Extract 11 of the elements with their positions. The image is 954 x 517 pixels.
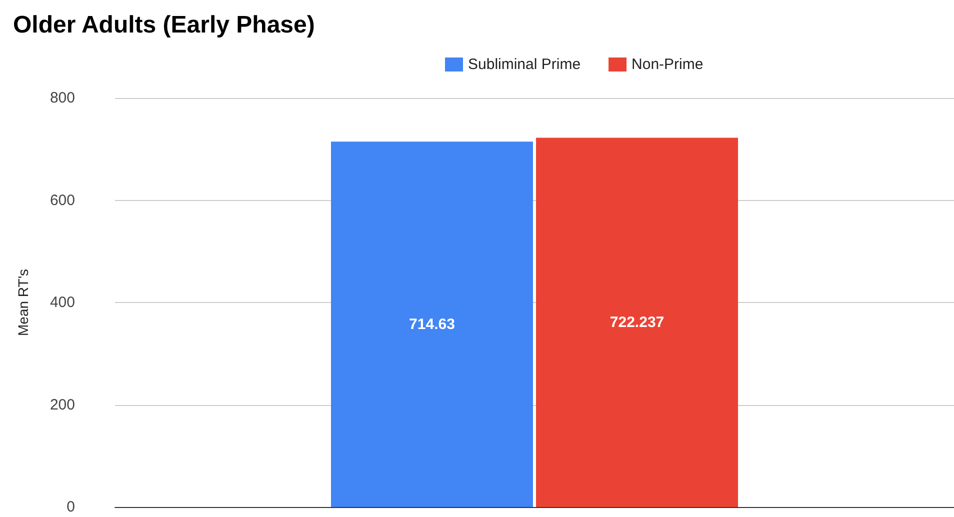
chart-title: Older Adults (Early Phase) — [13, 12, 315, 38]
legend-label: Non-Prime — [632, 56, 704, 73]
data-label: 714.63 — [409, 316, 455, 333]
data-label: 722.237 — [610, 314, 664, 331]
legend-label: Subliminal Prime — [468, 56, 581, 73]
y-tick-label: 400 — [50, 294, 75, 311]
y-axis-title: Mean RT's — [15, 269, 31, 336]
y-tick-label: 600 — [50, 192, 75, 209]
y-tick-label: 200 — [50, 396, 75, 414]
y-tick-label: 0 — [66, 498, 75, 516]
y-tick-label: 800 — [50, 90, 75, 106]
